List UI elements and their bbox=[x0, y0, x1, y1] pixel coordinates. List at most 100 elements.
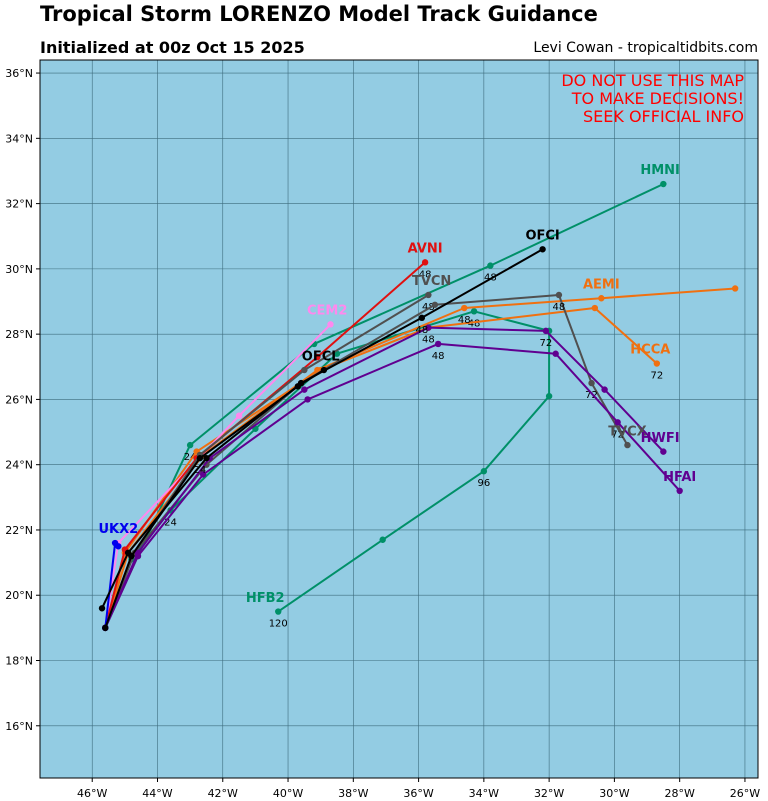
lon-tick-label: 32°W bbox=[534, 787, 564, 800]
track-point bbox=[297, 379, 305, 387]
lat-tick-label: 16°N bbox=[5, 720, 33, 733]
track-point bbox=[624, 441, 631, 449]
track-point bbox=[601, 386, 608, 393]
track-line bbox=[104, 326, 665, 629]
track-point bbox=[660, 180, 667, 188]
track-ofci: 48 bbox=[98, 246, 546, 612]
track-point bbox=[425, 291, 432, 299]
model-label-tvcn: TVCN bbox=[412, 274, 451, 289]
track-point bbox=[115, 543, 122, 550]
forecast-hour-label: 72 bbox=[585, 390, 598, 401]
track-point bbox=[314, 353, 321, 361]
warning-line: TO MAKE DECISIONS! bbox=[571, 89, 744, 108]
lon-tick-label: 30°W bbox=[599, 787, 629, 800]
model-label-hfai: HFAI bbox=[663, 470, 696, 485]
track-point bbox=[653, 360, 661, 367]
track-line bbox=[101, 248, 544, 609]
lon-tick-label: 44°W bbox=[142, 787, 172, 800]
warning-line: SEEK OFFICIAL INFO bbox=[583, 107, 744, 126]
ocean-background bbox=[40, 60, 758, 778]
map-frame bbox=[39, 59, 759, 779]
track-point bbox=[434, 340, 442, 348]
lon-tick-label: 26°W bbox=[730, 787, 760, 800]
track-point bbox=[301, 386, 308, 393]
track-point bbox=[431, 301, 439, 308]
lat-tick-label: 26°N bbox=[5, 393, 33, 406]
track-point bbox=[186, 441, 194, 449]
credit-text: Levi Cowan - tropicaltidbits.com bbox=[533, 40, 758, 56]
lon-tick-label: 40°W bbox=[273, 787, 303, 800]
track-point bbox=[588, 379, 595, 387]
lon-tick-label: 34°W bbox=[469, 787, 499, 800]
track-point bbox=[199, 471, 207, 478]
map-subtitle: Initialized at 00z Oct 15 2025 bbox=[40, 38, 305, 57]
track-point bbox=[134, 552, 142, 560]
track-point bbox=[487, 262, 494, 269]
track-point bbox=[327, 321, 334, 328]
map-title: Tropical Storm LORENZO Model Track Guida… bbox=[40, 2, 598, 26]
track-point bbox=[203, 454, 210, 462]
forecast-hour-label: 48 bbox=[553, 302, 566, 313]
track-point bbox=[425, 324, 432, 331]
track-point bbox=[301, 366, 308, 374]
model-label-ukx2: UKX2 bbox=[98, 522, 138, 537]
track-point bbox=[421, 259, 429, 266]
lat-tick-label: 22°N bbox=[5, 524, 33, 537]
track-line bbox=[104, 294, 629, 629]
model-label-avni: AVNI bbox=[408, 242, 443, 257]
forecast-hour-label: 48 bbox=[468, 318, 481, 329]
grid-lines bbox=[40, 60, 758, 778]
model-label-aemi: AEMI bbox=[583, 277, 620, 292]
lon-tick-label: 38°W bbox=[338, 787, 368, 800]
lat-tick-label: 18°N bbox=[5, 655, 33, 668]
track-point bbox=[379, 536, 386, 543]
track-point bbox=[542, 327, 550, 335]
forecast-hour-label: 48 bbox=[422, 335, 435, 346]
track-point bbox=[676, 487, 683, 494]
warning-line: DO NOT USE THIS MAP bbox=[561, 71, 744, 90]
forecast-hour-label: 96 bbox=[477, 478, 490, 489]
track-point bbox=[275, 608, 282, 615]
track-point bbox=[552, 350, 559, 357]
forecast-hour-label: 72 bbox=[650, 371, 663, 382]
forecast-hour-label: 48 bbox=[415, 325, 428, 336]
model-label-ofci: OFCI bbox=[525, 229, 559, 244]
lon-tick-label: 42°W bbox=[208, 787, 238, 800]
model-label-tvcx: TVCX bbox=[608, 424, 647, 439]
track-point bbox=[555, 291, 563, 299]
forecast-hour-label: 120 bbox=[269, 619, 288, 630]
track-point bbox=[614, 419, 621, 426]
model-label-hfb2: HFB2 bbox=[246, 591, 285, 606]
track-point bbox=[124, 549, 132, 557]
track-line bbox=[104, 342, 681, 629]
track-point bbox=[660, 448, 667, 455]
model-label-hwfi: HWFI bbox=[641, 431, 680, 446]
lat-tick-label: 30°N bbox=[5, 263, 33, 276]
lat-tick-label: 24°N bbox=[5, 459, 33, 472]
track-point bbox=[196, 454, 204, 462]
model-label-hmni: HMNI bbox=[640, 163, 680, 178]
lon-tick-label: 36°W bbox=[403, 787, 433, 800]
lon-tick-label: 46°W bbox=[77, 787, 107, 800]
track-point bbox=[304, 396, 311, 403]
forecast-hour-label: 72 bbox=[539, 338, 552, 349]
forecast-hour-label: 72 bbox=[611, 429, 624, 440]
track-point bbox=[591, 304, 599, 312]
model-label-ofcl: OFCL bbox=[302, 349, 340, 364]
lat-tick-label: 34°N bbox=[5, 132, 33, 145]
track-point bbox=[480, 468, 488, 475]
track-point bbox=[461, 304, 468, 312]
track-hwfi: 48 72 bbox=[102, 324, 667, 632]
model-label-hcca: HCCA bbox=[630, 343, 670, 358]
track-point bbox=[731, 285, 739, 292]
forecast-hour-label: 48 bbox=[458, 315, 471, 326]
lat-tick-label: 20°N bbox=[5, 589, 33, 602]
track-point bbox=[539, 246, 546, 253]
track-point bbox=[545, 392, 553, 400]
model-label-cem2: CEM2 bbox=[307, 304, 347, 319]
track-point bbox=[235, 412, 243, 419]
